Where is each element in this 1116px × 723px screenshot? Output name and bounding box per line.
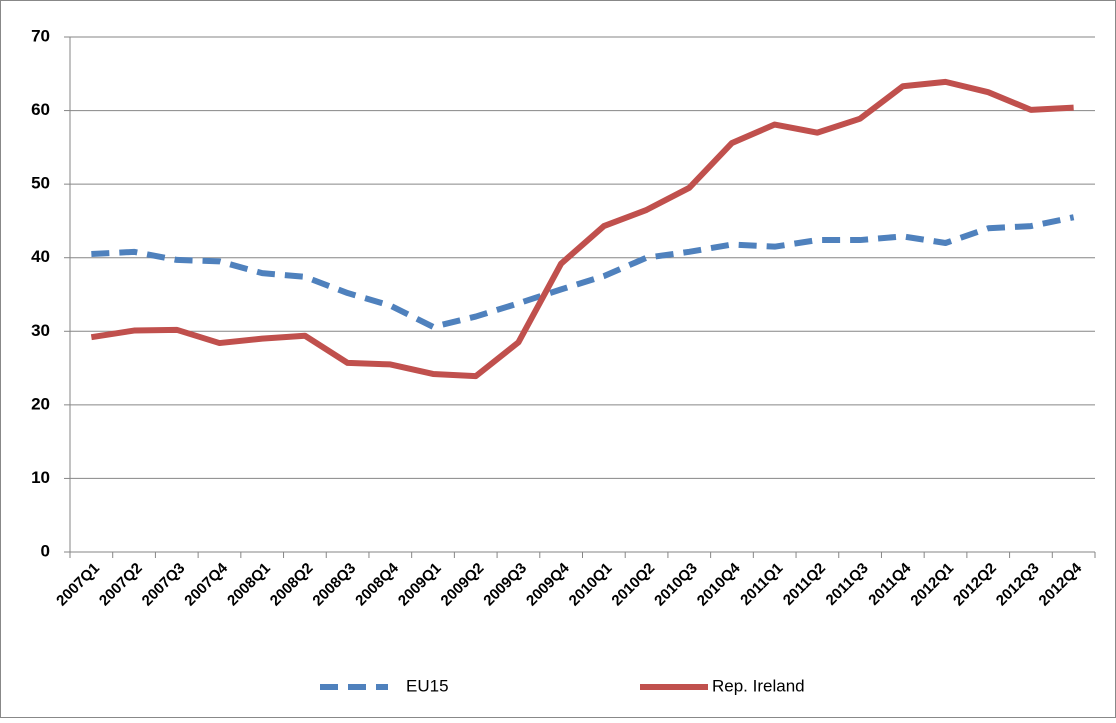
series-line	[90, 78, 1074, 380]
y-tick-label: 0	[41, 541, 50, 560]
y-tick-label: 50	[31, 174, 50, 193]
series-line	[91, 214, 1075, 330]
y-tick-label: 60	[31, 100, 50, 119]
y-tick-label: 10	[31, 468, 50, 487]
y-tick-label: 70	[31, 26, 50, 45]
y-tick-label: 30	[31, 321, 50, 340]
legend-label: Rep. Ireland	[712, 676, 805, 695]
y-tick-label: 20	[31, 394, 50, 413]
legend-label: EU15	[406, 676, 449, 695]
y-tick-label: 40	[31, 247, 50, 266]
